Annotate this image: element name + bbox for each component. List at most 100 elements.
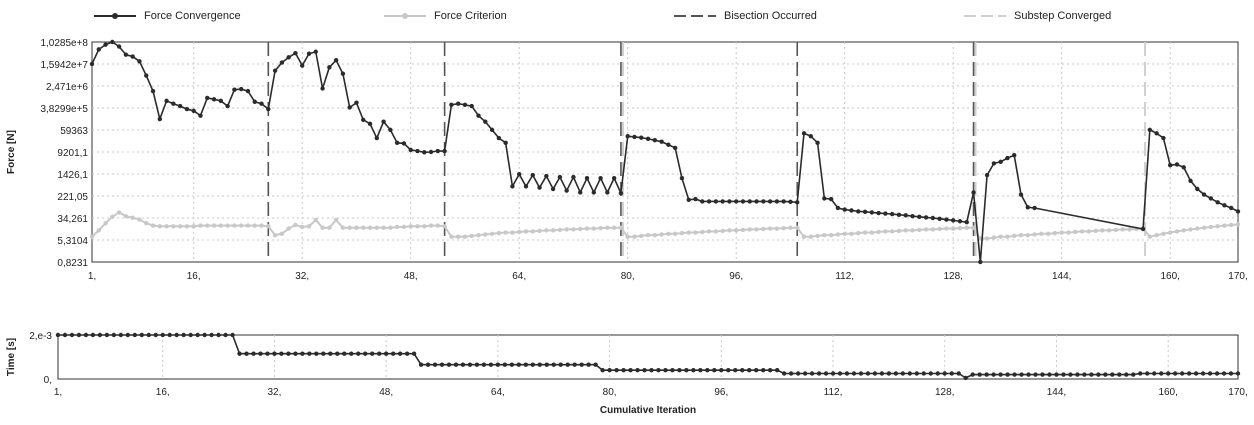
time-point <box>146 332 151 338</box>
time-point <box>1075 372 1080 377</box>
force-convergence-point <box>408 147 413 153</box>
time-point <box>390 351 396 356</box>
time-point <box>383 351 389 356</box>
force-criterion-point <box>652 232 658 238</box>
force-convergence-point <box>496 135 502 141</box>
force-convergence-point <box>862 209 868 214</box>
force-convergence-point <box>1174 162 1180 167</box>
force-criterion-point <box>354 225 359 230</box>
time-point <box>118 332 124 338</box>
time-point <box>942 371 947 376</box>
time-point <box>1040 372 1045 377</box>
time-point <box>1214 371 1220 376</box>
time-point <box>237 351 242 356</box>
force-criterion-point <box>666 231 671 236</box>
force-convergence-point <box>164 98 169 104</box>
time-point <box>1103 372 1108 377</box>
force-criterion-point <box>455 234 461 239</box>
time-point <box>914 371 920 376</box>
force-convergence-point <box>910 213 915 219</box>
force-criterion-point <box>361 225 366 230</box>
force-convergence-point <box>659 139 664 144</box>
time-point <box>1131 372 1136 377</box>
y-tick-label: 59363 <box>60 126 88 137</box>
force-criterion-point <box>700 229 705 235</box>
force-criterion-point <box>672 231 678 236</box>
time-y-tick-label: 0, <box>44 375 52 386</box>
force-criterion-point <box>327 225 332 230</box>
force-criterion-point <box>1154 232 1159 238</box>
force-criterion-point <box>184 224 190 229</box>
time-point <box>761 368 766 373</box>
x-tick-label: 32, <box>295 271 309 282</box>
force-convergence-point <box>455 101 461 106</box>
time-point <box>1228 371 1234 376</box>
time-point <box>411 351 417 356</box>
x-tick-label: 16, <box>187 271 201 282</box>
force-criterion-point <box>503 230 508 235</box>
time-point <box>900 371 906 376</box>
force-convergence-point <box>530 172 535 178</box>
force-convergence-point <box>462 102 468 108</box>
time-point <box>1068 372 1073 377</box>
force-criterion-point <box>1147 234 1153 239</box>
time-point <box>1193 371 1199 376</box>
force-convergence-point <box>944 217 949 222</box>
time-point <box>125 332 131 338</box>
force-convergence-point <box>645 136 651 142</box>
time-point <box>642 368 647 373</box>
force-convergence-point <box>950 218 956 223</box>
force-criterion-point <box>903 228 908 233</box>
time-point <box>733 368 738 373</box>
force-convergence-point <box>333 57 339 63</box>
force-criterion-point <box>774 226 780 231</box>
force-convergence-point <box>632 134 637 140</box>
force-convergence-point <box>550 186 556 192</box>
time-point <box>816 371 822 376</box>
force-criterion-point <box>300 224 305 230</box>
force-convergence-point <box>394 140 400 146</box>
force-convergence-point <box>1154 131 1159 136</box>
force-criterion-point <box>950 226 956 231</box>
time-point <box>62 332 68 338</box>
force-convergence-chart: 1,0285e+8 1,5942e+7 2,471e+6 3,8299e+5 59363… <box>6 38 1248 282</box>
force-convergence-point <box>238 86 244 92</box>
time-point <box>425 362 431 367</box>
time-point <box>1047 372 1052 377</box>
time-point <box>174 332 179 338</box>
time-point <box>607 368 612 373</box>
force-convergence-point <box>774 199 780 204</box>
time-point <box>1019 372 1024 377</box>
time-point <box>495 362 501 367</box>
force-convergence-point <box>232 87 237 92</box>
force-convergence-point <box>150 88 156 94</box>
force-convergence-point <box>666 142 671 147</box>
force-criterion-point <box>469 233 474 239</box>
y-tick-label: 2,471e+6 <box>46 82 88 93</box>
force-convergence-point <box>842 207 847 212</box>
time-point <box>1186 371 1192 376</box>
force-convergence-point <box>340 71 346 76</box>
legend-label-bisection: Bisection Occurred <box>724 10 817 22</box>
force-criterion-point <box>835 232 841 237</box>
force-convergence-point <box>639 135 644 140</box>
force-convergence-point <box>856 209 861 214</box>
force-convergence-point <box>672 145 678 151</box>
force-convergence-point <box>123 52 129 57</box>
force-convergence-point <box>1222 203 1227 208</box>
force-convergence-point <box>89 61 95 67</box>
time-point <box>844 371 850 376</box>
force-criterion-point <box>686 230 691 235</box>
time-point <box>579 362 584 367</box>
force-criterion-point <box>198 223 203 228</box>
force-criterion-point <box>1161 231 1166 236</box>
force-convergence-point <box>1181 165 1186 170</box>
x-tick-label: 128, <box>943 271 962 282</box>
force-criterion-point <box>1113 227 1119 233</box>
time-point <box>481 362 487 367</box>
force-criterion-point <box>645 232 651 238</box>
legend-label-force-criterion: Force Criterion <box>434 10 507 22</box>
time-x-tick-label: 80, <box>603 387 617 398</box>
force-convergence-point <box>889 211 895 217</box>
force-convergence-point <box>1025 205 1030 210</box>
